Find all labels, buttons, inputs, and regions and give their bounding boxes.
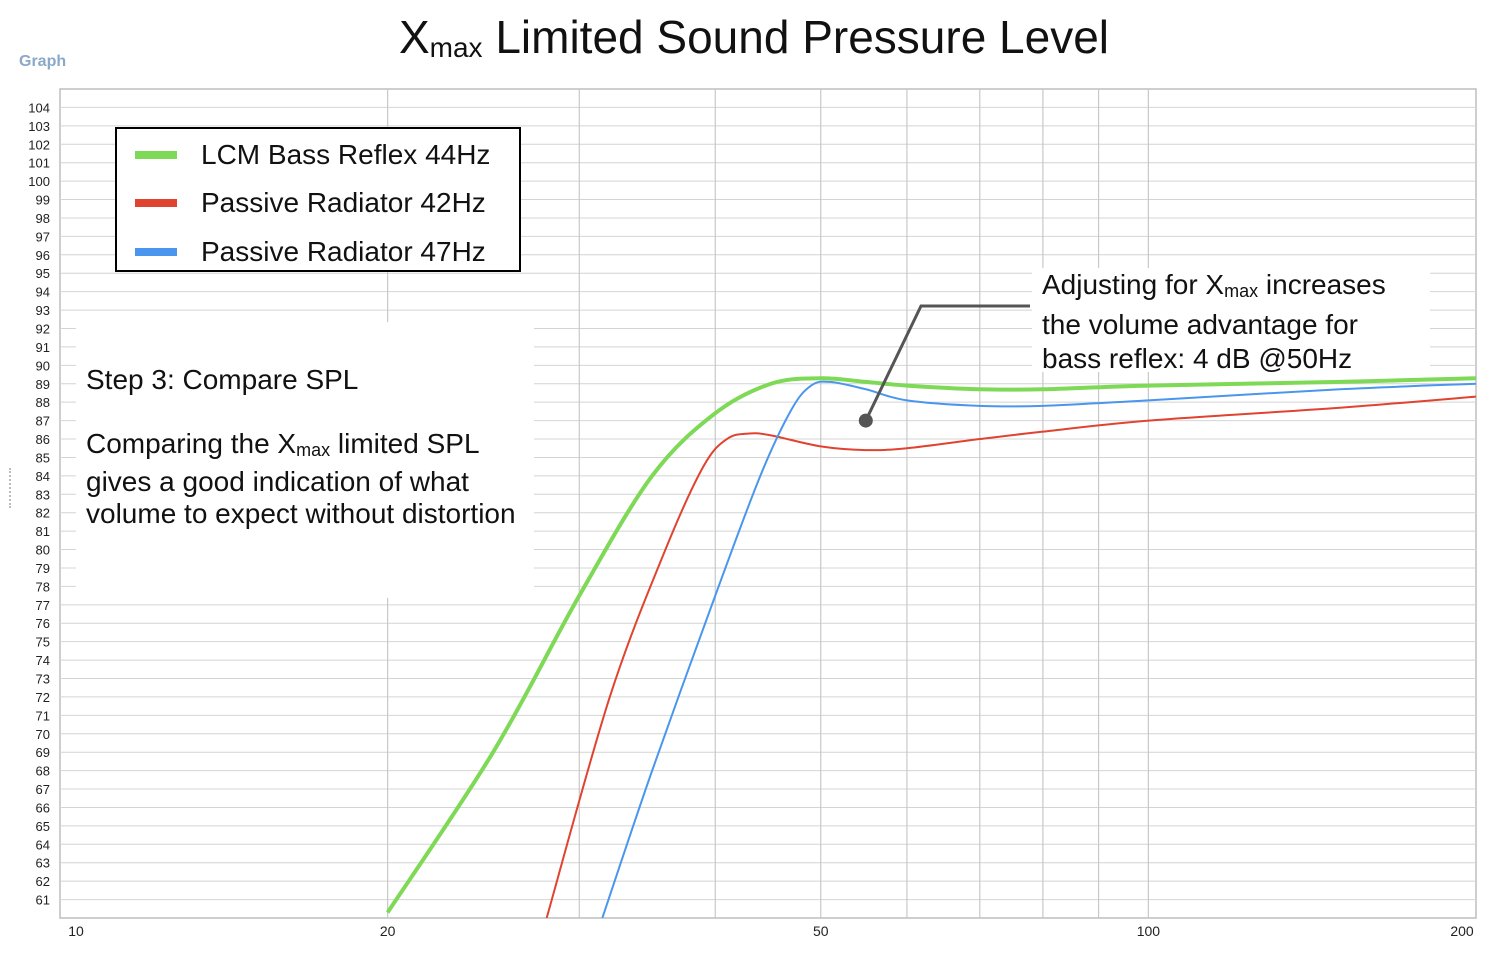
y-tick-label: 102 [28, 137, 50, 152]
y-tick-label: 98 [36, 211, 50, 226]
x-tick-label: 20 [380, 923, 396, 939]
series-line-1 [545, 395, 1476, 918]
resize-handle[interactable] [9, 468, 15, 508]
legend-item-passive-42: Passive Radiator 42Hz [135, 183, 486, 223]
x-tick-label: 100 [1137, 923, 1161, 939]
y-tick-label: 66 [36, 800, 50, 815]
y-tick-label: 73 [36, 672, 50, 687]
y-tick-label: 69 [36, 745, 50, 760]
y-tick-label: 67 [36, 782, 50, 797]
legend-item-passive-47: Passive Radiator 47Hz [135, 232, 486, 272]
y-tick-label: 63 [36, 856, 50, 871]
y-tick-label: 93 [36, 303, 50, 318]
y-tick-label: 65 [36, 819, 50, 834]
y-tick-label: 68 [36, 764, 50, 779]
x-tick-label: 10 [68, 923, 84, 939]
step-heading: Step 3: Compare SPL [86, 364, 359, 395]
x-tick-label: 50 [813, 923, 829, 939]
y-tick-label: 82 [36, 506, 50, 521]
y-tick-label: 84 [36, 469, 50, 484]
legend: LCM Bass Reflex 44Hz Passive Radiator 42… [115, 127, 521, 272]
legend-swatch-green [135, 151, 177, 159]
y-tick-label: 86 [36, 432, 50, 447]
y-tick-label: 89 [36, 377, 50, 392]
y-tick-label: 64 [36, 837, 50, 852]
y-tick-label: 101 [28, 156, 50, 171]
y-tick-label: 76 [36, 616, 50, 631]
annotation-marker [858, 413, 873, 428]
y-tick-label: 104 [28, 100, 50, 115]
y-tick-label: 81 [36, 524, 50, 539]
y-tick-label: 62 [36, 874, 50, 889]
y-tick-label: 61 [36, 893, 50, 908]
y-tick-label: 90 [36, 358, 50, 373]
y-tick-label: 79 [36, 561, 50, 576]
legend-swatch-blue [135, 248, 177, 256]
y-tick-label: 85 [36, 450, 50, 465]
y-tick-label: 71 [36, 708, 50, 723]
y-tick-label: 100 [28, 174, 50, 189]
y-tick-label: 87 [36, 414, 50, 429]
y-tick-label: 70 [36, 727, 50, 742]
y-tick-label: 80 [36, 543, 50, 558]
x-tick-label: 200 [1450, 923, 1474, 939]
series-line-0 [385, 376, 1476, 914]
y-tick-label: 103 [28, 119, 50, 134]
y-tick-label: 88 [36, 395, 50, 410]
y-tick-label: 78 [36, 579, 50, 594]
y-tick-label: 75 [36, 635, 50, 650]
legend-item-bass-reflex: LCM Bass Reflex 44Hz [135, 135, 490, 175]
y-tick-label: 99 [36, 193, 50, 208]
chart-title: Xmax Limited Sound Pressure Level [398, 11, 1110, 63]
annotation-connector [864, 304, 1030, 422]
y-tick-label: 97 [36, 229, 50, 244]
series-line-2 [601, 380, 1476, 918]
y-tick-label: 92 [36, 321, 50, 336]
y-tick-label: 74 [36, 653, 50, 668]
y-tick-label: 94 [36, 285, 50, 300]
y-tick-label: 95 [36, 266, 50, 281]
y-tick-label: 96 [36, 248, 50, 263]
y-tick-label: 83 [36, 487, 50, 502]
legend-swatch-red [135, 199, 177, 207]
y-tick-label: 77 [36, 598, 50, 613]
y-tick-label: 91 [36, 340, 50, 355]
graph-label: Graph [19, 53, 67, 70]
step-note: Step 3: Compare SPL Comparing the Xmax l… [76, 322, 534, 598]
y-tick-label: 72 [36, 690, 50, 705]
annotation-note: Adjusting for Xmax increases the volume … [1032, 268, 1430, 374]
step-text: Comparing the Xmax limited SPL gives a g… [86, 428, 516, 529]
